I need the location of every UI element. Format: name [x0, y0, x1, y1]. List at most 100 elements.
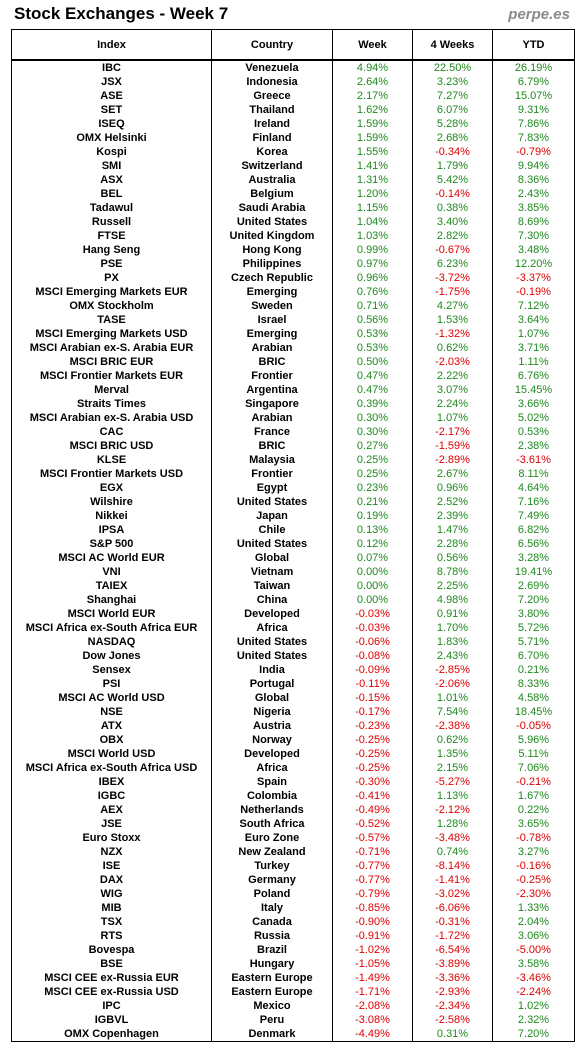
table-row: MSCI CEE ex-Russia USD Eastern Europe -1.7…	[11, 985, 575, 999]
table-row: VNI Vietnam 0.00% 8.78% 19.41%	[11, 565, 575, 579]
cell-ytd: 5.96%	[492, 733, 575, 747]
cell-country: Sweden	[211, 299, 333, 313]
cell-ytd: 3.06%	[492, 929, 575, 943]
cell-index: ISE	[11, 859, 212, 873]
cell-4-weeks: 0.62%	[412, 341, 493, 355]
table-row: PSI Portugal -0.11% -2.06% 8.33%	[11, 677, 575, 691]
cell-4-weeks: -2.58%	[412, 1013, 493, 1027]
cell-country: Korea	[211, 145, 333, 159]
cell-week: -3.08%	[332, 1013, 413, 1027]
cell-country: United States	[211, 635, 333, 649]
cell-week: 0.47%	[332, 369, 413, 383]
cell-country: Peru	[211, 1013, 333, 1027]
cell-week: -0.03%	[332, 607, 413, 621]
table-row: IBC Venezuela 4.94% 22.50% 26.19%	[11, 60, 575, 75]
table-row: KLSE Malaysia 0.25% -2.89% -3.61%	[11, 453, 575, 467]
cell-week: 0.30%	[332, 425, 413, 439]
cell-ytd: 2.69%	[492, 579, 575, 593]
cell-index: SET	[11, 103, 212, 117]
cell-ytd: -2.24%	[492, 985, 575, 999]
cell-index: PSE	[11, 257, 212, 271]
cell-country: Developed	[211, 747, 333, 761]
cell-4-weeks: 22.50%	[412, 60, 493, 75]
cell-ytd: -3.61%	[492, 453, 575, 467]
cell-country: Colombia	[211, 789, 333, 803]
cell-ytd: 8.11%	[492, 467, 575, 481]
cell-country: Greece	[211, 89, 333, 103]
table-row: MSCI AC World EUR Global 0.07% 0.56% 3.28%	[11, 551, 575, 565]
cell-week: -0.52%	[332, 817, 413, 831]
cell-ytd: 1.67%	[492, 789, 575, 803]
table-row: OMX Helsinki Finland 1.59% 2.68% 7.83%	[11, 131, 575, 145]
cell-country: Global	[211, 691, 333, 705]
cell-ytd: 6.76%	[492, 369, 575, 383]
cell-index: MSCI Frontier Markets USD	[11, 467, 212, 481]
cell-country: South Africa	[211, 817, 333, 831]
cell-week: 0.25%	[332, 453, 413, 467]
cell-4-weeks: 2.28%	[412, 537, 493, 551]
cell-4-weeks: -2.03%	[412, 355, 493, 369]
cell-index: TAIEX	[11, 579, 212, 593]
cell-4-weeks: -1.59%	[412, 439, 493, 453]
cell-ytd: 6.56%	[492, 537, 575, 551]
cell-country: Norway	[211, 733, 333, 747]
cell-index: OBX	[11, 733, 212, 747]
table-row: BEL Belgium 1.20% -0.14% 2.43%	[11, 187, 575, 201]
cell-4-weeks: 3.07%	[412, 383, 493, 397]
cell-country: Japan	[211, 509, 333, 523]
cell-country: Thailand	[211, 103, 333, 117]
cell-4-weeks: -2.12%	[412, 803, 493, 817]
cell-4-weeks: -5.27%	[412, 775, 493, 789]
table-row: IGBVL Peru -3.08% -2.58% 2.32%	[11, 1013, 575, 1027]
cell-index: MSCI Arabian ex-S. Arabia EUR	[11, 341, 212, 355]
cell-index: VNI	[11, 565, 212, 579]
cell-week: -0.09%	[332, 663, 413, 677]
cell-week: 0.21%	[332, 495, 413, 509]
cell-ytd: -2.30%	[492, 887, 575, 901]
cell-ytd: 5.71%	[492, 635, 575, 649]
cell-index: EGX	[11, 481, 212, 495]
cell-ytd: 2.32%	[492, 1013, 575, 1027]
cell-country: Saudi Arabia	[211, 201, 333, 215]
cell-index: Hang Seng	[11, 243, 212, 257]
cell-4-weeks: 1.70%	[412, 621, 493, 635]
cell-index: IGBC	[11, 789, 212, 803]
cell-week: 1.62%	[332, 103, 413, 117]
table-row: MSCI CEE ex-Russia EUR Eastern Europe -1.4…	[11, 971, 575, 985]
cell-ytd: 5.72%	[492, 621, 575, 635]
cell-ytd: 4.58%	[492, 691, 575, 705]
cell-index: CAC	[11, 425, 212, 439]
cell-index: Merval	[11, 383, 212, 397]
cell-week: -2.08%	[332, 999, 413, 1013]
cell-country: Hungary	[211, 957, 333, 971]
cell-country: United States	[211, 649, 333, 663]
cell-index: IBC	[11, 60, 212, 75]
table-row: JSX Indonesia 2.64% 3.23% 6.79%	[11, 75, 575, 89]
cell-4-weeks: -3.48%	[412, 831, 493, 845]
table-row: Russell United States 1.04% 3.40% 8.69%	[11, 215, 575, 229]
cell-ytd: 15.07%	[492, 89, 575, 103]
cell-4-weeks: -6.54%	[412, 943, 493, 957]
cell-country: Emerging	[211, 285, 333, 299]
cell-country: Venezuela	[211, 60, 333, 75]
cell-index: TASE	[11, 313, 212, 327]
cell-4-weeks: 5.42%	[412, 173, 493, 187]
table-row: SMI Switzerland 1.41% 1.79% 9.94%	[11, 159, 575, 173]
cell-ytd: 1.02%	[492, 999, 575, 1013]
table-row: NSE Nigeria -0.17% 7.54% 18.45%	[11, 705, 575, 719]
table-row: EGX Egypt 0.23% 0.96% 4.64%	[11, 481, 575, 495]
column-header-ytd: YTD	[492, 29, 575, 61]
cell-index: ATX	[11, 719, 212, 733]
cell-week: 0.30%	[332, 411, 413, 425]
cell-index: MSCI AC World USD	[11, 691, 212, 705]
table-row: MIB Italy -0.85% -6.06% 1.33%	[11, 901, 575, 915]
cell-ytd: -3.46%	[492, 971, 575, 985]
cell-country: BRIC	[211, 355, 333, 369]
cell-4-weeks: -8.14%	[412, 859, 493, 873]
cell-4-weeks: 2.24%	[412, 397, 493, 411]
cell-week: -1.05%	[332, 957, 413, 971]
cell-4-weeks: -2.38%	[412, 719, 493, 733]
table-row: Dow Jones United States -0.08% 2.43% 6.70%	[11, 649, 575, 663]
cell-index: MSCI AC World EUR	[11, 551, 212, 565]
table-row: OBX Norway -0.25% 0.62% 5.96%	[11, 733, 575, 747]
